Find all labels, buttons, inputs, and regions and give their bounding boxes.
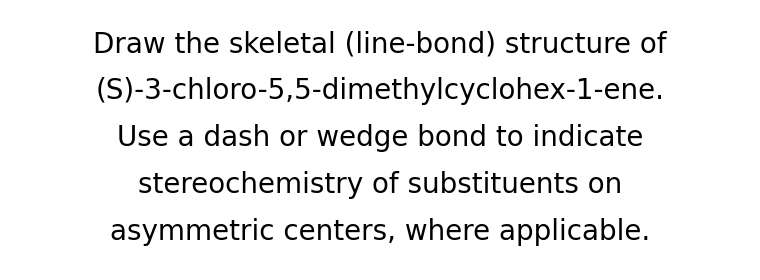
Text: Use a dash or wedge bond to indicate: Use a dash or wedge bond to indicate (117, 124, 643, 152)
Text: Draw the skeletal (line-bond) structure of: Draw the skeletal (line-bond) structure … (93, 30, 667, 58)
Text: stereochemistry of substituents on: stereochemistry of substituents on (138, 171, 622, 199)
Text: asymmetric centers, where applicable.: asymmetric centers, where applicable. (110, 218, 650, 246)
Text: (S)-3-chloro-5,5-dimethylcyclohex-1-ene.: (S)-3-chloro-5,5-dimethylcyclohex-1-ene. (96, 77, 664, 105)
